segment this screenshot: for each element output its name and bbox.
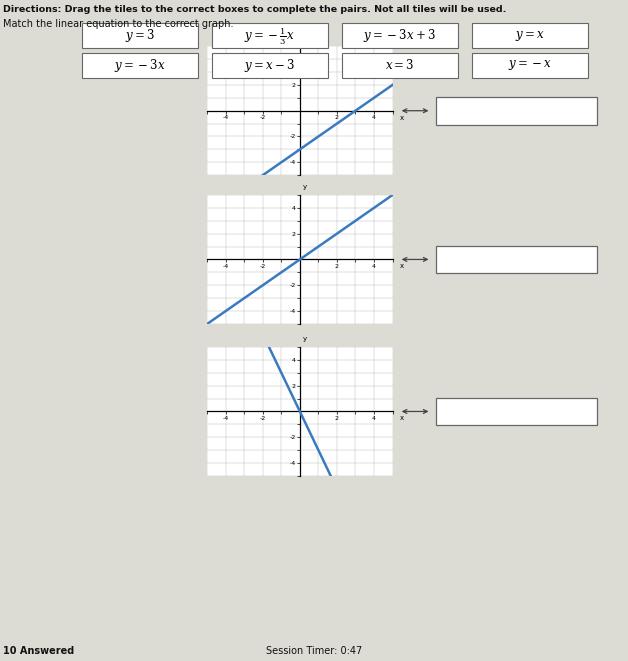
Text: $y = -3x$: $y = -3x$ [114,57,166,74]
Text: x: x [400,263,404,269]
Text: x: x [400,415,404,421]
Text: y: y [303,35,306,41]
Text: $y = 3$: $y = 3$ [125,27,154,44]
Text: $y = -\frac{1}{3}x$: $y = -\frac{1}{3}x$ [244,25,295,46]
Text: $y = -3x + 3$: $y = -3x + 3$ [364,27,436,44]
Text: y: y [303,184,306,190]
Text: x: x [400,114,404,120]
Text: 10 Answered: 10 Answered [3,646,74,656]
Text: $y = x$: $y = x$ [515,28,544,43]
Text: Directions: Drag the tiles to the correct boxes to complete the pairs. Not all t: Directions: Drag the tiles to the correc… [3,5,507,15]
Text: $x = 3$: $x = 3$ [385,58,414,73]
Text: $y = x - 3$: $y = x - 3$ [244,57,295,74]
Text: y: y [303,336,306,342]
Text: $y = -x$: $y = -x$ [507,58,552,73]
Text: Match the linear equation to the correct graph.: Match the linear equation to the correct… [3,19,234,28]
Text: Session Timer: 0:47: Session Timer: 0:47 [266,646,362,656]
